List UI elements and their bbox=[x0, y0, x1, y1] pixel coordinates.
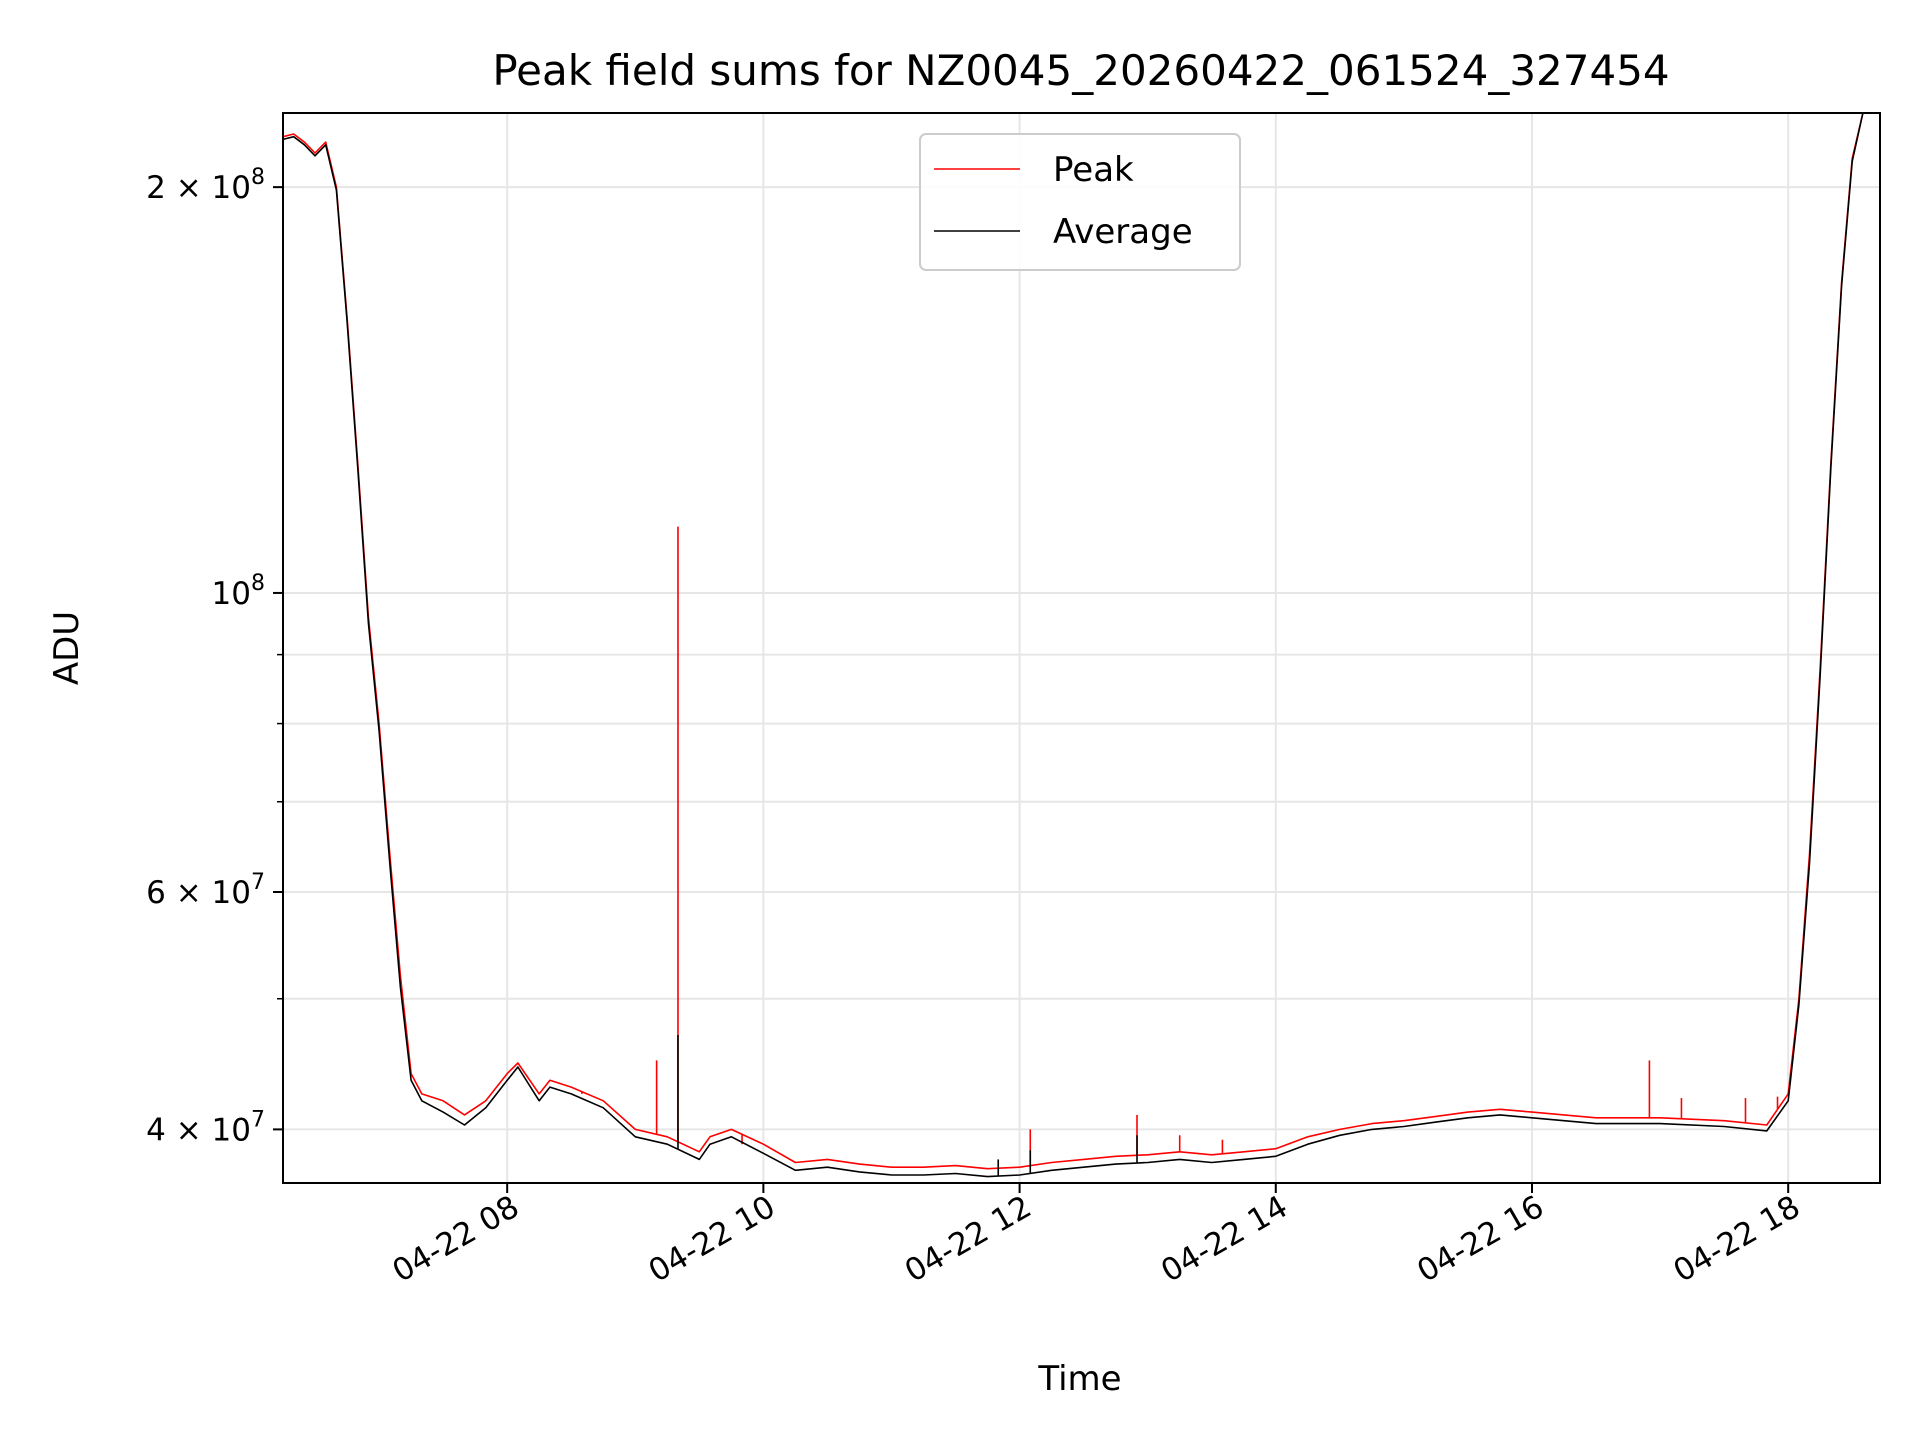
series-line-average bbox=[282, 112, 1880, 1178]
y-tick-label: 4 × 107 bbox=[146, 1107, 265, 1148]
grid-lines bbox=[283, 113, 1880, 1183]
plot-frame bbox=[282, 112, 1881, 1184]
legend-box bbox=[919, 133, 1241, 271]
series-lines bbox=[282, 112, 1880, 1178]
legend-label-average: Average bbox=[1053, 212, 1193, 252]
legend: Peak Average bbox=[919, 133, 1241, 271]
legend-label-peak: Peak bbox=[1053, 150, 1134, 190]
y-tick-label: 6 × 107 bbox=[146, 870, 265, 911]
y-tick-label: 108 bbox=[212, 571, 265, 612]
y-tick-label: 2 × 108 bbox=[146, 165, 265, 206]
series-line-peak bbox=[282, 112, 1880, 1170]
y-axis-label: ADU bbox=[47, 611, 87, 685]
x-axis-label: Time bbox=[1037, 1359, 1121, 1399]
chart-title: Peak field sums for NZ0045_20260422_0615… bbox=[492, 46, 1669, 95]
